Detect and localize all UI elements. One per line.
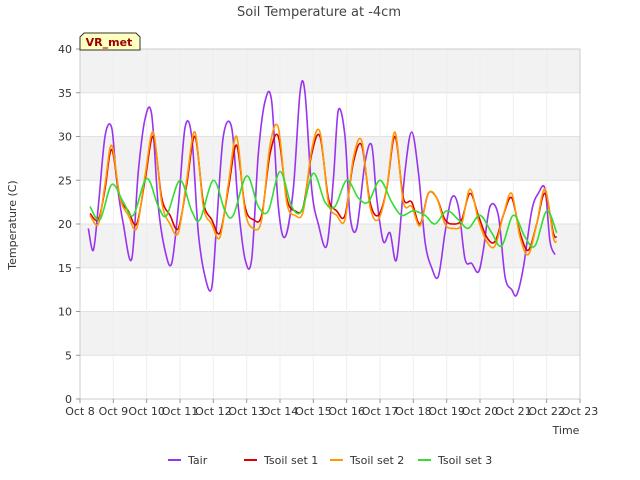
y-axis: 0 5 10 15 20 25 30 35 40: [58, 43, 80, 406]
station-badge-box: [79, 32, 141, 51]
x-tick-label: Oct 12: [195, 405, 232, 418]
x-tick-label: Oct 14: [262, 405, 299, 418]
legend: Tair Tsoil set 1 Tsoil set 2 Tsoil set 3: [168, 454, 492, 467]
y-axis-label: Temperature (C): [6, 180, 19, 270]
x-tick-label: Oct 17: [362, 405, 399, 418]
legend-label-tsoil-set-1: Tsoil set 1: [263, 454, 318, 467]
x-tick-label: Oct 22: [528, 405, 565, 418]
x-tick-label: Oct 11: [162, 405, 199, 418]
y-tick-label: 5: [65, 349, 72, 362]
series-line-tsoil-set-3: [89, 170, 558, 248]
y-tick-label: 40: [58, 43, 72, 56]
grid-band: [80, 224, 580, 268]
x-tick-label: Oct 23: [562, 405, 599, 418]
y-tick-label: 20: [58, 218, 72, 231]
station-badge: VR_met: [79, 32, 141, 51]
y-tick-label: 15: [58, 262, 72, 275]
x-tick-label: Oct 21: [495, 405, 532, 418]
x-tick-label: Oct 10: [128, 405, 165, 418]
legend-label-tair: Tair: [187, 454, 208, 467]
grid-band: [80, 311, 580, 356]
y-tick-label: 25: [58, 174, 72, 187]
chart-title: Soil Temperature at -4cm: [237, 5, 401, 20]
grid-band: [80, 136, 580, 181]
series-line-tsoil-set-2: [89, 123, 558, 256]
legend-label-tsoil-set-3: Tsoil set 3: [437, 454, 492, 467]
y-tick-label: 10: [58, 306, 72, 319]
y-tick-label: 35: [58, 87, 72, 100]
series-lines: [87, 79, 558, 297]
grid-band: [80, 267, 580, 312]
x-tick-label: Oct 8: [65, 405, 95, 418]
x-axis-label: Time: [552, 424, 580, 437]
grid-band: [80, 49, 580, 93]
x-tick-label: Oct 20: [462, 405, 499, 418]
y-tick-label: 30: [58, 131, 72, 144]
grid-band: [80, 355, 580, 399]
station-badge-label: VR_met: [86, 36, 133, 49]
x-tick-label: Oct 9: [99, 405, 129, 418]
x-tick-label: Oct 13: [228, 405, 265, 418]
x-tick-label: Oct 16: [328, 405, 365, 418]
y-tick-label: 0: [65, 393, 72, 406]
grid-band: [80, 92, 580, 137]
legend-label-tsoil-set-2: Tsoil set 2: [349, 454, 404, 467]
x-tick-label: Oct 19: [428, 405, 465, 418]
x-tick-label: Oct 18: [395, 405, 432, 418]
series-line-tair: [87, 79, 556, 297]
x-tick-label: Oct 15: [295, 405, 332, 418]
